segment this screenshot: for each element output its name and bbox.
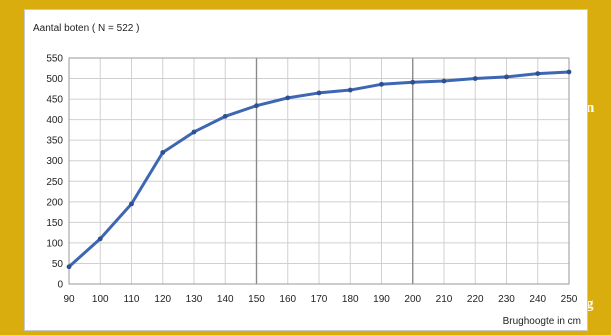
chart-title: Aantal boten ( N = 522 )	[33, 23, 139, 34]
data-point	[441, 78, 447, 84]
data-point	[160, 150, 166, 155]
data-point	[347, 87, 353, 93]
x-tick-label: 190	[373, 294, 390, 305]
data-point	[566, 69, 572, 75]
data-point	[222, 113, 228, 119]
edge-text-top: n	[586, 100, 595, 116]
data-point	[254, 103, 259, 109]
x-tick-label: 140	[217, 294, 234, 305]
x-tick-label: 160	[279, 294, 296, 305]
x-tick-label: 170	[311, 294, 328, 305]
y-tick-label: 350	[46, 136, 63, 147]
y-tick-label: 50	[52, 259, 64, 270]
data-point	[285, 95, 291, 101]
x-tick-label: 130	[186, 294, 203, 305]
x-tick-label: 90	[63, 294, 75, 305]
data-point	[97, 236, 103, 242]
x-tick-label: 150	[248, 294, 265, 305]
y-tick-label: 150	[46, 218, 63, 229]
y-tick-label: 250	[46, 177, 63, 188]
y-tick-label: 100	[46, 238, 63, 249]
y-tick-label: 450	[46, 95, 63, 106]
x-axis-label: Brughoogte in cm	[503, 316, 581, 327]
x-tick-label: 100	[92, 294, 109, 305]
data-point	[191, 129, 197, 135]
x-tick-label: 210	[436, 294, 453, 305]
data-point	[410, 79, 416, 85]
y-tick-label: 400	[46, 115, 63, 126]
plot-frame	[68, 57, 570, 285]
x-tick-label: 180	[342, 294, 359, 305]
series-layer	[66, 69, 572, 270]
y-tick-label: 200	[46, 197, 63, 208]
y-tick-label: 500	[46, 74, 63, 85]
y-tick-label: 550	[46, 54, 63, 65]
data-point	[66, 264, 72, 270]
data-point	[379, 81, 384, 87]
x-tick-label: 220	[467, 294, 484, 305]
x-tick-label: 120	[154, 294, 171, 305]
x-tick-label: 200	[404, 294, 421, 305]
x-tick-label: 250	[561, 294, 578, 305]
edge-text-bottom: g	[586, 296, 594, 312]
axis-layer: 0 50 100 150 200 250 300 350 400 450 500 550 90 100 11…	[46, 54, 577, 306]
y-tick-label: 300	[46, 156, 63, 167]
data-point	[472, 76, 478, 81]
data-point	[316, 90, 322, 96]
data-point	[535, 71, 541, 77]
data-point	[129, 201, 134, 207]
chart-card: Aantal boten ( N = 522 ) 0 50 100 150 200 250…	[24, 9, 588, 331]
data-point	[504, 74, 509, 80]
y-tick-label: 0	[57, 280, 63, 291]
x-tick-label: 230	[498, 294, 515, 305]
x-tick-label: 240	[529, 294, 546, 305]
x-tick-label: 110	[124, 294, 140, 305]
line-chart: Aantal boten ( N = 522 ) 0 50 100 150 200 250…	[33, 23, 581, 327]
